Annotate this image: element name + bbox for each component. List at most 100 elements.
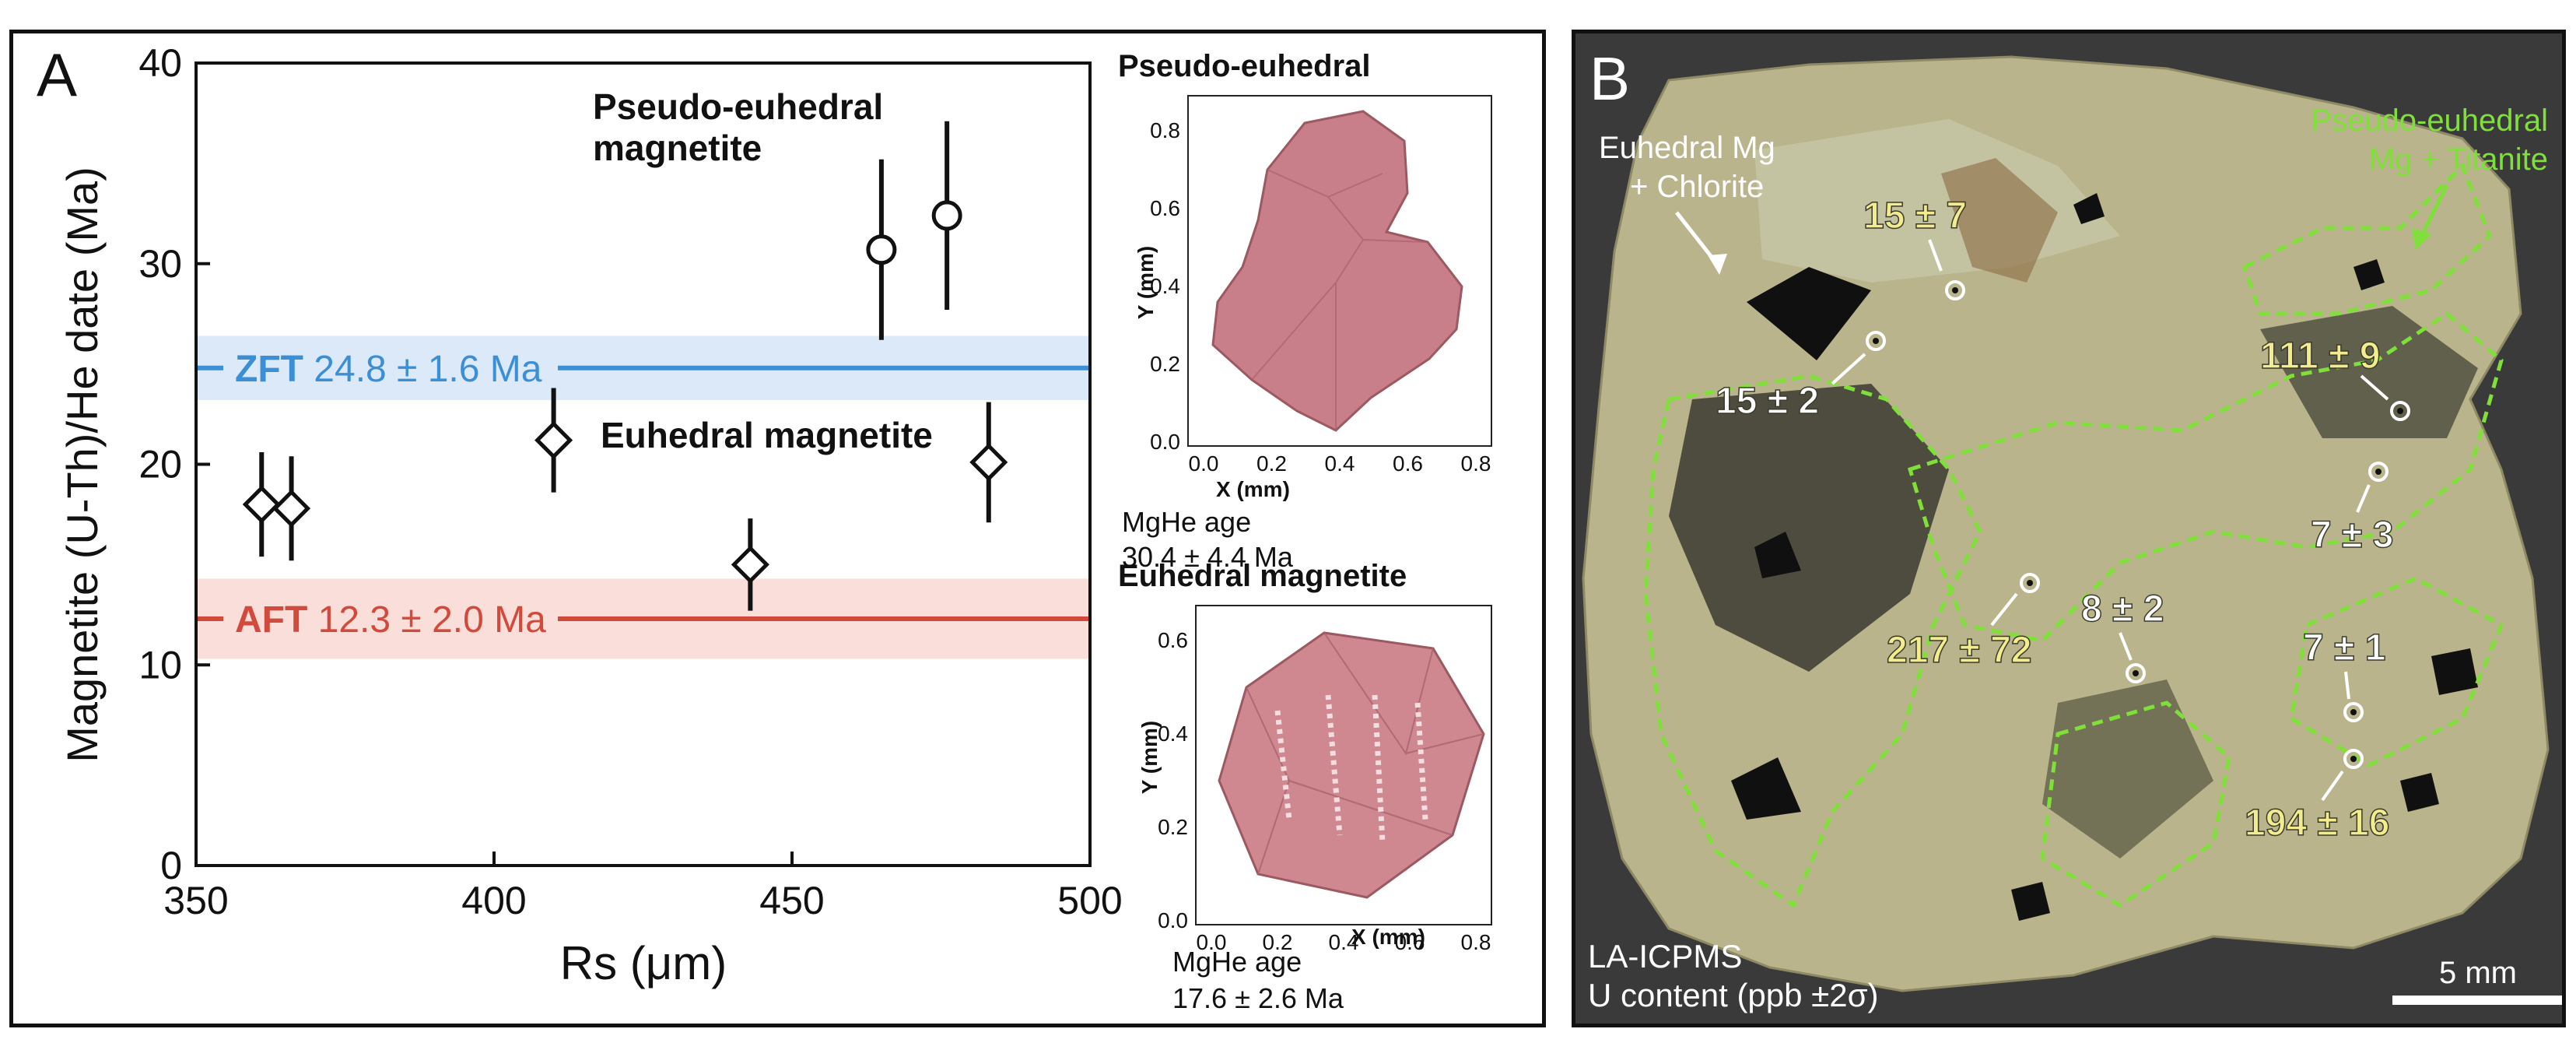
spot-marker [2343,702,2364,722]
scatter-chart: 350 400 450 500 0 10 20 30 40 ZFT 24.8 ± 1.6 Ma A… [58,41,1123,989]
data-point-diamond [272,489,311,528]
zft-label-value: 24.8 ± 1.6 Ma [314,349,541,390]
magnetite-crystal [2400,773,2439,812]
annotation-pseudo-line2: magnetite [593,128,762,168]
label-euhedral-line1: Euhedral Mg [1599,131,1775,165]
inset1-age-value: 30.4 ± 4.4 Ma [1122,541,1294,573]
annotation-euhedral: Euhedral magnetite [601,415,933,455]
spot-label: 8 ± 2 [2081,588,2164,630]
scale-bar [2392,996,2562,1005]
data-point-diamond [731,545,769,584]
inset-x-tick-label: 0.2 [1263,930,1293,954]
magnetite-crystal [1731,757,1801,820]
data-point-circle [866,234,897,265]
x-tick-label: 450 [759,879,824,922]
x-tick-label: 400 [461,879,526,922]
dark-mesh-zone [1669,384,1949,672]
panel-b-letter: B [1589,44,1630,113]
pseudo-euhedral-facets [1251,169,1428,430]
spot-label: 7 ± 1 [2303,627,2385,669]
y-tick-label: 0 [160,844,182,887]
inset1-y-label: Y (mm) [1134,246,1158,319]
inset2-y-label: Y (mm) [1137,721,1162,794]
y-tick-label: 40 [138,41,182,85]
x-tick-label: 500 [1057,879,1122,922]
footer-line2: U content (ppb ±2σ) [1588,977,1879,1013]
dark-zone-south [2042,680,2213,859]
y-tick-label: 30 [138,242,182,286]
x-axis-label: Rs (μm) [560,937,727,989]
label-euhedral-line2: + Chlorite [1630,170,1764,204]
inset-y-tick-label: 0.6 [1158,628,1188,652]
spot-leader-lines [1831,239,2389,802]
inset-y-tick-label: 0.6 [1150,196,1180,220]
annotation-pseudo-line1: Pseudo-euhedral [593,86,883,127]
oxidized-zone [1941,158,2058,283]
inset1-x-label: X (mm) [1216,477,1290,501]
y-axis-label: Magnetite (U-Th)/He date (Ma) [58,167,107,763]
spot-label: 111 ± 9 [2260,335,2381,377]
inset-y-tick-label: 0.8 [1150,118,1180,142]
panel-a: A 350 400 450 500 0 10 20 30 40 ZFT 24.8 ± 1.6 M… [9,30,1546,1027]
inset-x-tick-label: 0.2 [1256,451,1287,476]
aft-label-value: 12.3 ± 2.0 Ma [318,599,546,641]
aft-label-strong: AFT [235,599,318,641]
spot-label: 217 ± 72 [1887,630,2032,671]
pseudo-euhedral-outline-north [2241,162,2492,316]
inset-y-tick-label: 0.0 [1158,908,1188,932]
data-point-diamond [242,485,281,524]
y-tick-label: 10 [138,643,182,687]
label-pseudo-arrowhead [2412,228,2431,250]
inset-euhedral: Euhedral magnetite 0.0 0.2 0.4 0.6 0.8 0.0 0.2… [1118,559,1492,1014]
panel-b: B Euhedral Mg + Chlorite Pseudo-euhedral… [1572,30,2566,1027]
spot-marker [1945,280,1965,300]
label-pseudo-line2: Mg + Titanite [2369,142,2548,177]
spot-marker [2020,573,2040,593]
label-pseudo-line1: Pseudo-euhedral [2311,104,2548,138]
inset2-title: Euhedral magnetite [1118,559,1407,593]
inset1-title: Pseudo-euhedral [1118,49,1371,83]
zft-label: ZFT 24.8 ± 1.6 Ma [235,349,542,390]
pseudo-euhedral-outline-central [1907,311,2504,643]
inset-x-tick-label: 0.0 [1189,451,1219,476]
inset-y-tick-label: 0.0 [1150,430,1180,454]
label-pseudo-arrow [2417,184,2449,241]
inset-y-tick-label: 0.2 [1150,352,1180,376]
inset-y-tick-label: 0.2 [1158,815,1188,839]
magnetite-crystal [2073,193,2105,224]
inset-x-tick-label: 0.8 [1461,930,1491,954]
inset-y-tick-label: 0.4 [1150,274,1180,298]
spot-label: 15 ± 2 [1716,381,1819,422]
x-tick-label: 350 [163,879,228,922]
footer-line1: LA-ICPMS [1588,938,1742,974]
spot-label: 194 ± 16 [2245,802,2390,844]
panel-a-canvas: A 350 400 450 500 0 10 20 30 40 ZFT 24.8 ± 1.6 M… [37,40,1492,1014]
spot-marker [2390,401,2410,421]
panel-b-canvas: B Euhedral Mg + Chlorite Pseudo-euhedral… [1582,44,2562,1013]
magnetite-crystal [1754,532,1801,578]
data-point-circle [931,200,962,231]
inset-x-tick-label: 0.8 [1461,451,1491,476]
magnetite-crystal [2011,882,2050,921]
inset2-x-label: X (mm) [1351,925,1425,949]
magnetite-crystal [2431,648,2478,695]
aft-label: AFT 12.3 ± 2.0 Ma [235,599,546,641]
inset-x-tick-label: 0.6 [1395,930,1425,954]
data-point-diamond [969,443,1008,482]
inset-x-tick-label: 0.4 [1325,451,1355,476]
zft-label-bg [223,344,558,392]
inset-x-tick-label: 0.0 [1197,930,1227,954]
y-tick-label: 20 [138,443,182,486]
magnetite-crystal [1747,267,1871,360]
spot-marker [2343,749,2364,769]
spot-label: 15 ± 7 [1863,195,1967,237]
plot-frame [195,61,1092,867]
inset-y-tick-label: 0.4 [1158,722,1188,746]
pseudo-euhedral-outline-west [1643,374,1982,908]
inset-x-tick-label: 0.6 [1393,451,1423,476]
dark-zone-east [2260,306,2478,438]
aft-label-bg [223,595,558,642]
data-point-diamond [534,421,573,460]
spot-marker [2368,462,2388,482]
spot-marker [1866,331,1886,351]
